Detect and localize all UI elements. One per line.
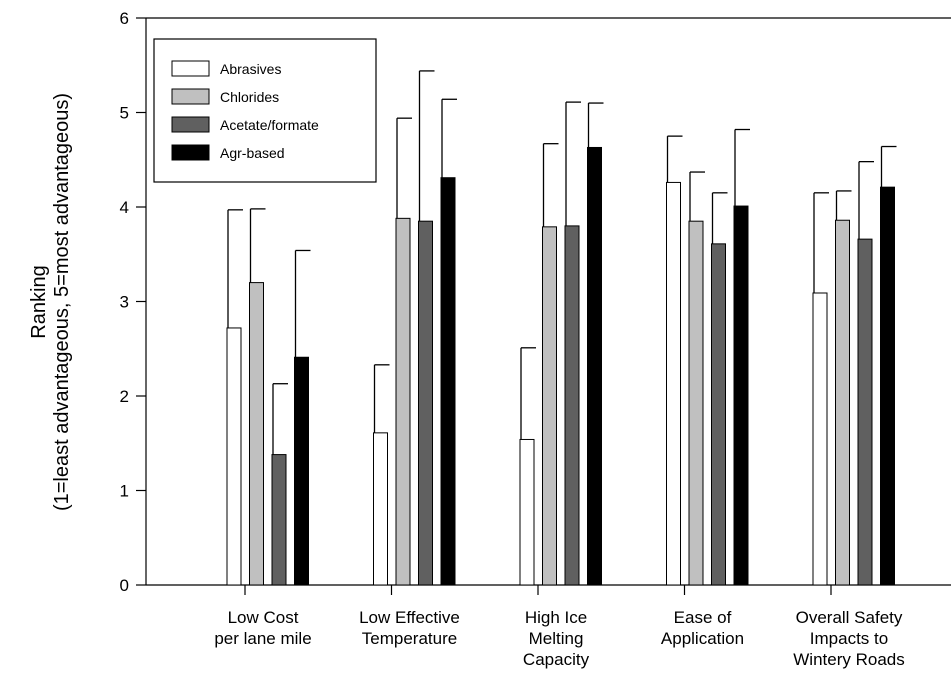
legend-swatch xyxy=(171,144,210,161)
x-tick-label-line: Temperature xyxy=(362,629,457,648)
x-axis: Low Cost per lane mile Low Effective Temper… xyxy=(214,585,905,669)
y-axis-title-line: (1=least advantageous, 5=most advantageo… xyxy=(51,93,73,511)
x-tick-label-line: Overall Safety xyxy=(796,608,903,627)
y-axis-title: Ranking(1=least advantageous, 5=most adv… xyxy=(28,93,73,511)
x-tick-label: High Ice Melting Capacity xyxy=(523,608,590,669)
y-tick-label: 3 xyxy=(120,293,129,312)
y-tick-label: 5 xyxy=(120,104,129,123)
bar-acetate-formate xyxy=(564,225,580,586)
legend-label: Abrasives xyxy=(220,61,281,77)
x-tick-label-line: Low Effective xyxy=(359,608,460,627)
y-tick-label: 6 xyxy=(120,9,129,28)
legend-swatch xyxy=(171,60,210,77)
bar-abrasives xyxy=(812,292,828,586)
x-tick-label: Low Cost per lane mile xyxy=(214,608,311,648)
bar-agr-based xyxy=(587,146,602,586)
y-axis: 0 1 2 3 4 5 6 xyxy=(120,9,146,595)
x-tick-label-line: Ease of xyxy=(674,608,732,627)
x-tick-label: Low Effective Temperature xyxy=(359,608,460,648)
bar-abrasives xyxy=(666,181,681,586)
legend-label: Acetate/formate xyxy=(220,117,319,133)
y-axis-label: Ranking(1=least advantageous, 5=most adv… xyxy=(28,93,73,511)
y-tick-label: 4 xyxy=(120,198,129,217)
legend-swatch xyxy=(171,88,210,105)
legend-label: Agr-based xyxy=(220,145,285,161)
x-tick-label: Ease of Application xyxy=(661,608,744,648)
bar-chlorides xyxy=(542,226,557,586)
bar-acetate-formate xyxy=(857,238,873,586)
bar-chlorides xyxy=(395,217,411,586)
bar-agr-based xyxy=(294,356,309,586)
bar-abrasives xyxy=(226,327,242,586)
y-tick-label: 1 xyxy=(120,482,129,501)
bar-chlorides xyxy=(835,219,850,586)
x-tick-label-line: High Ice xyxy=(525,608,587,627)
bar-abrasives xyxy=(519,438,535,586)
x-tick-label: Overall Safety Impacts to Wintery Roads xyxy=(793,608,904,669)
y-tick-label: 0 xyxy=(120,576,129,595)
y-tick-label: 2 xyxy=(120,387,129,406)
legend-swatch xyxy=(171,116,210,133)
bar-chlorides xyxy=(249,282,264,586)
error-bars xyxy=(227,70,897,455)
x-tick-label-line: Application xyxy=(661,629,744,648)
legend-label: Chlorides xyxy=(220,89,279,105)
x-tick-label-line: per lane mile xyxy=(214,629,311,648)
bar-acetate-formate xyxy=(271,454,287,586)
bar-agr-based xyxy=(880,186,895,586)
bars xyxy=(226,146,895,586)
bar-acetate-formate xyxy=(418,220,433,586)
x-tick-label-line: Melting xyxy=(529,629,584,648)
bar-chlorides xyxy=(688,220,704,586)
x-tick-label-line: Low Cost xyxy=(228,608,299,627)
bar-acetate-formate xyxy=(711,243,726,586)
x-tick-label-line: Impacts to xyxy=(810,629,888,648)
legend: Abrasives Chlorides Acetate/formate Agr-bas… xyxy=(153,38,377,183)
x-tick-label-line: Capacity xyxy=(523,650,590,669)
bar-abrasives xyxy=(373,432,388,586)
bar-agr-based xyxy=(733,205,749,586)
bar-agr-based xyxy=(440,177,456,586)
x-tick-label-line: Wintery Roads xyxy=(793,650,904,669)
y-axis-title-line: Ranking xyxy=(28,265,50,338)
